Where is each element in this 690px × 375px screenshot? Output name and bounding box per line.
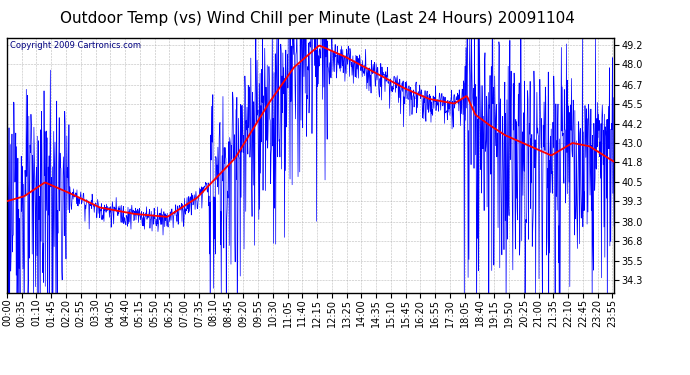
Text: Outdoor Temp (vs) Wind Chill per Minute (Last 24 Hours) 20091104: Outdoor Temp (vs) Wind Chill per Minute … xyxy=(60,11,575,26)
Text: Copyright 2009 Cartronics.com: Copyright 2009 Cartronics.com xyxy=(10,41,141,50)
